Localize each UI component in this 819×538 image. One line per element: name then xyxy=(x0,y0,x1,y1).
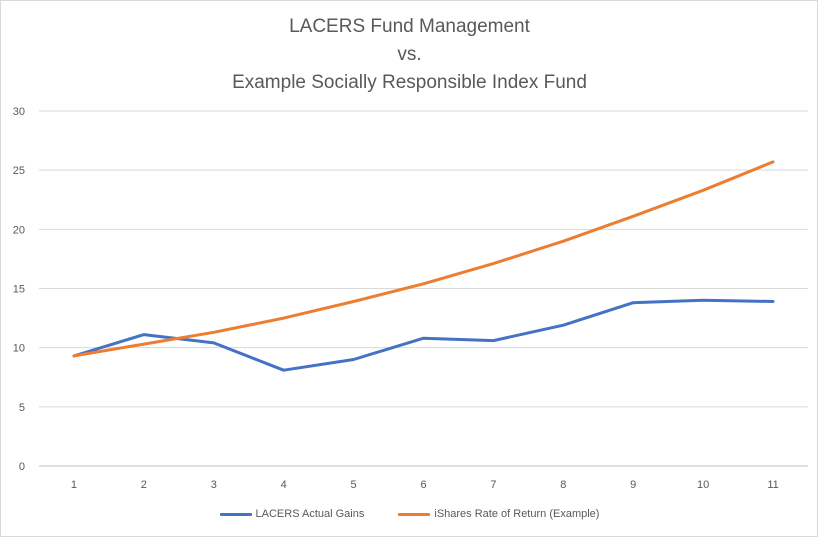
x-tick-label: 1 xyxy=(71,479,77,491)
y-tick-label: 20 xyxy=(13,224,25,236)
legend-item-ishares: iShares Rate of Return (Example) xyxy=(398,508,599,520)
x-tick-label: 2 xyxy=(141,479,147,491)
chart-title-line-1: LACERS Fund Management xyxy=(289,16,530,37)
legend-swatch-lacers xyxy=(219,512,252,516)
x-tick-label: 10 xyxy=(697,479,709,491)
series-lines xyxy=(72,160,775,372)
legend-item-lacers: LACERS Actual Gains xyxy=(219,508,365,520)
x-tick-label: 4 xyxy=(281,479,287,491)
gridlines xyxy=(39,110,808,467)
y-tick-label: 0 xyxy=(19,461,25,473)
y-tick-label: 15 xyxy=(13,284,25,296)
series-line-lacers xyxy=(72,298,775,372)
legend-swatch-ishares xyxy=(398,512,431,516)
x-axis-tick-labels: 1 2 3 4 5 6 7 8 9 10 11 xyxy=(71,479,779,491)
x-tick-label: 5 xyxy=(351,479,357,491)
legend-label-ishares: iShares Rate of Return (Example) xyxy=(434,508,600,520)
y-axis-tick-labels: 0 5 10 15 20 25 30 xyxy=(13,106,25,473)
x-tick-label: 7 xyxy=(490,479,496,491)
y-tick-label: 10 xyxy=(13,343,25,355)
legend: LACERS Actual Gains iShares Rate of Retu… xyxy=(0,508,819,520)
x-tick-label: 9 xyxy=(630,479,636,491)
chart-title-line-2: vs. xyxy=(397,44,422,65)
series-line-ishares xyxy=(72,160,775,358)
x-tick-label: 3 xyxy=(211,479,217,491)
x-tick-label: 11 xyxy=(767,479,778,491)
y-tick-label: 25 xyxy=(13,165,25,177)
y-tick-label: 30 xyxy=(13,106,25,118)
x-tick-label: 8 xyxy=(560,479,566,491)
x-tick-label: 6 xyxy=(420,479,426,491)
y-tick-label: 5 xyxy=(19,402,25,414)
chart-title-line-3: Example Socially Responsible Index Fund xyxy=(232,72,587,93)
legend-label-lacers: LACERS Actual Gains xyxy=(255,508,365,520)
